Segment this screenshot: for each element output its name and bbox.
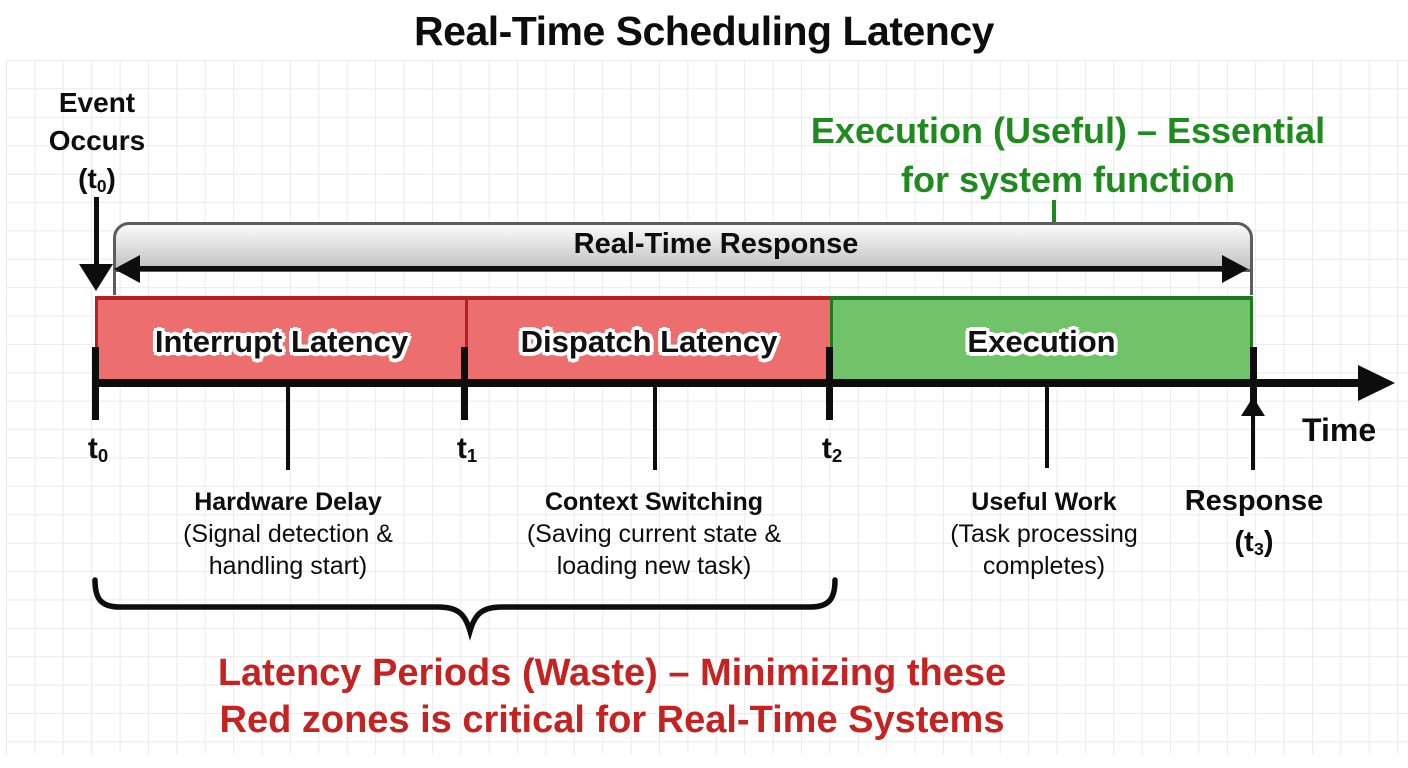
green-note-line1: Execution (Useful) – Essential xyxy=(810,110,1326,151)
event-label-line1: Event xyxy=(58,87,136,118)
tick-t1 xyxy=(461,347,468,420)
segment-label: Interrupt Latency xyxy=(154,323,409,359)
annotation-title: Context Switching xyxy=(544,488,764,516)
tick-label-t0: t0 xyxy=(87,432,109,467)
annotation-line2: (Task processing xyxy=(950,520,1138,548)
event-arrow-shaft xyxy=(94,197,99,269)
tick-t2 xyxy=(826,347,833,420)
annotation-context-switching: Context Switching (Saving current state … xyxy=(493,486,815,582)
time-axis-label: Time xyxy=(1302,412,1377,448)
tick-t0 xyxy=(92,347,99,420)
segment-label: Dispatch Latency xyxy=(520,323,778,359)
tick-label-t1: t1 xyxy=(456,432,478,467)
response-span-arrow-line xyxy=(130,266,1236,271)
annotation-useful-work: Useful Work (Task processing completes) xyxy=(894,486,1194,582)
tick-label-t2: t2 xyxy=(821,432,843,467)
response-arrow-shaft xyxy=(1251,411,1255,470)
event-down-arrow-icon xyxy=(79,264,113,291)
response-up-arrow-icon xyxy=(1241,397,1265,416)
green-note-line2: for system function xyxy=(900,159,1236,200)
event-label-line2: Occurs xyxy=(48,125,146,156)
annotation-title: Useful Work xyxy=(971,488,1117,516)
response-bar-right-leg xyxy=(1250,272,1253,295)
annotation-title: Hardware Delay xyxy=(194,488,382,516)
warning-line2: Red zones is critical for Real-Time Syst… xyxy=(219,699,1005,741)
graph-paper-grid xyxy=(6,60,1408,754)
annotation-line2: (Signal detection & xyxy=(183,520,393,548)
annotation-line3: handling start) xyxy=(208,552,368,580)
connector-useful-work xyxy=(1045,387,1049,468)
segment-label: Execution xyxy=(967,323,1116,359)
event-label-t0: (t0) xyxy=(78,163,116,196)
warning-line1: Latency Periods (Waste) – Minimizing the… xyxy=(217,652,1007,694)
page-title: Real-Time Scheduling Latency xyxy=(414,8,994,54)
connector-hardware-delay xyxy=(286,387,290,470)
latency-warning-text: Latency Periods (Waste) – Minimizing the… xyxy=(112,650,1112,744)
real-time-response-bar xyxy=(113,222,1253,272)
time-axis-arrow-icon xyxy=(1358,365,1395,401)
response-label-line1: Response xyxy=(1184,485,1324,517)
segment-execution: Execution xyxy=(830,296,1253,383)
event-occurs-label: Event Occurs (t0) xyxy=(17,84,177,205)
response-label-t3: (t3) xyxy=(1234,526,1274,559)
connector-context-switching xyxy=(653,387,657,470)
segment-interrupt-latency: Interrupt Latency xyxy=(95,296,465,383)
response-bar-label: Real-Time Response xyxy=(573,228,859,260)
segment-dispatch-latency: Dispatch Latency xyxy=(465,296,830,383)
arrow-left-icon xyxy=(114,255,140,283)
annotation-hardware-delay: Hardware Delay (Signal detection & handl… xyxy=(138,486,438,582)
tick-response xyxy=(1250,347,1257,405)
execution-useful-note: Execution (Useful) – Essential for syste… xyxy=(760,106,1376,204)
arrow-right-icon xyxy=(1222,255,1248,283)
response-bar-left-leg xyxy=(113,272,116,295)
latency-brace xyxy=(92,577,838,641)
annotation-line3: loading new task) xyxy=(556,552,752,580)
annotation-line2: (Saving current state & xyxy=(526,520,782,548)
response-label: Response (t3) xyxy=(1158,481,1350,570)
time-axis-line xyxy=(95,379,1363,387)
annotation-line3: completes) xyxy=(982,552,1106,580)
green-note-connector-line xyxy=(1052,200,1056,226)
